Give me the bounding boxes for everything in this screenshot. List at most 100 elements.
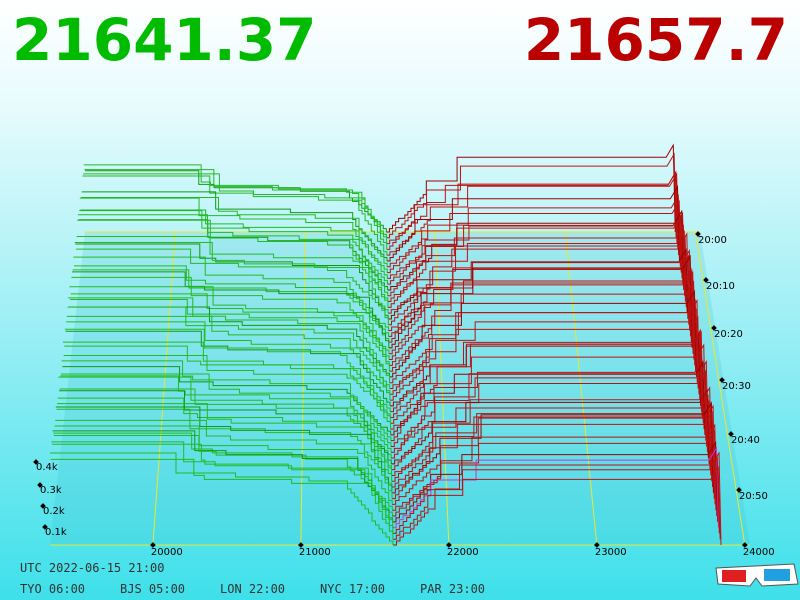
- ask-depth-line: [388, 235, 688, 314]
- city-clock: LON 22:00: [220, 582, 285, 596]
- city-clock: TYO 06:00: [20, 582, 85, 596]
- tick-marker: [42, 524, 48, 530]
- bid-depth-line: [50, 452, 394, 545]
- time-tick-label: 20:10: [706, 281, 735, 292]
- utc-time: UTC 2022-06-15 21:00: [20, 561, 165, 575]
- depth-tick-label: 0.4k: [36, 462, 58, 473]
- bid-depth-line: [69, 286, 390, 372]
- bid-depth-line: [70, 293, 390, 360]
- bid-depth-line: [78, 219, 389, 290]
- bid-depth-line: [72, 271, 390, 348]
- ask-depth-line: [391, 369, 708, 453]
- tick-marker: [703, 277, 709, 283]
- bid-depth-line: [54, 425, 393, 505]
- ask-depth-line: [390, 330, 704, 424]
- ask-depth-line: [389, 269, 695, 361]
- bid-depth-line: [68, 297, 391, 383]
- ask-depth-line: [388, 267, 694, 355]
- ask-depth-line: [389, 315, 701, 401]
- bid-depth-line: [55, 419, 393, 499]
- bid-depth-line: [56, 408, 393, 488]
- ask-depth-line: [392, 456, 720, 534]
- price-tick-label: 23000: [595, 547, 627, 558]
- bid-depth-line: [79, 197, 388, 279]
- ask-depth-line: [391, 394, 711, 471]
- bid-depth-line: [64, 328, 391, 412]
- bid-depth-line: [84, 169, 387, 238]
- bid-depth-line: [57, 403, 393, 482]
- bid-depth-line: [75, 248, 389, 314]
- bid-depth-line: [81, 196, 388, 267]
- bid-depth-line: [66, 321, 391, 401]
- grid-line: [694, 231, 746, 546]
- ask-price: 21657.7: [524, 6, 788, 74]
- grid-line: [152, 231, 176, 546]
- depth-tick-label: 0.1k: [45, 527, 67, 538]
- ask-depth-line: [388, 232, 690, 326]
- bid-depth-line: [64, 345, 391, 418]
- time-tick-label: 20:50: [739, 491, 768, 502]
- bid-depth-line: [77, 214, 389, 296]
- bid-depth-line: [73, 265, 389, 331]
- ask-depth-line: [387, 211, 686, 297]
- 3d-glasses-icon[interactable]: [715, 563, 799, 587]
- city-clocks: TYO 06:00 BJS 05:00 LON 22:00 NYC 17:00 PAR …: [20, 582, 485, 596]
- ask-depth-line: [387, 214, 684, 285]
- ask-depth-line: [386, 152, 677, 239]
- price-tick-label: 20000: [151, 547, 183, 558]
- ask-depth-line: [391, 403, 714, 488]
- tick-marker: [695, 231, 701, 237]
- ask-depth-line: [389, 289, 697, 378]
- price-tick-label: 21000: [299, 547, 331, 558]
- grid-line: [300, 231, 306, 546]
- time-tick-label: 20:20: [714, 329, 743, 340]
- depth-tick-label: 0.3k: [40, 485, 62, 496]
- depth-tick-label: 0.2k: [43, 506, 65, 517]
- bid-depth-line: [53, 434, 393, 511]
- ask-depth-line: [392, 410, 715, 500]
- bid-depth-line: [65, 330, 391, 406]
- tick-marker: [736, 487, 742, 493]
- ask-depth-line: [388, 254, 693, 349]
- bid-depth-line: [63, 354, 391, 424]
- ask-depth-line: [391, 386, 713, 482]
- ask-depth-line: [391, 388, 710, 465]
- bid-depth-line: [76, 235, 389, 308]
- ask-depth-line: [387, 194, 681, 268]
- time-tick-label: 20:40: [731, 435, 760, 446]
- ask-depth-line: [392, 440, 719, 523]
- bid-depth-line: [58, 376, 392, 470]
- bid-depth-line: [59, 390, 392, 464]
- tick-marker: [298, 542, 304, 548]
- city-clock: BJS 05:00: [120, 582, 185, 596]
- ask-depth-line: [387, 224, 686, 303]
- ask-depth-line: [388, 248, 692, 343]
- ask-depth-line: [390, 343, 707, 442]
- price-tick-label: 24000: [743, 547, 775, 558]
- tick-marker: [150, 542, 156, 548]
- ask-depth-line: [387, 209, 685, 291]
- depth-lines: [50, 143, 722, 546]
- bid-depth-line: [62, 341, 392, 430]
- ask-depth-line: [390, 358, 705, 430]
- ask-depth-line: [391, 360, 709, 459]
- ask-depth-line: [386, 172, 680, 256]
- bid-depth-line: [61, 360, 392, 441]
- tick-marker: [728, 431, 734, 437]
- ask-depth-line: [390, 328, 703, 418]
- bid-depth-line: [51, 441, 394, 534]
- bid-depth-line: [71, 276, 390, 354]
- bid-depth-line: [70, 299, 390, 366]
- bid-depth-line: [61, 373, 392, 447]
- ask-depth-line: [389, 280, 697, 372]
- bid-depth-line: [82, 175, 388, 256]
- bid-depth-line: [55, 406, 393, 493]
- tick-marker: [711, 325, 717, 331]
- time-tick-label: 20:00: [698, 235, 727, 246]
- axis-labels: 20000 21000 22000 23000 24000 0.1k 0.2k 0.3k 0.4…: [33, 231, 775, 558]
- ask-depth-line: [392, 423, 718, 517]
- ask-depth-line: [386, 185, 680, 262]
- ask-depth-line: [388, 248, 689, 320]
- ask-depth-line: [389, 298, 700, 395]
